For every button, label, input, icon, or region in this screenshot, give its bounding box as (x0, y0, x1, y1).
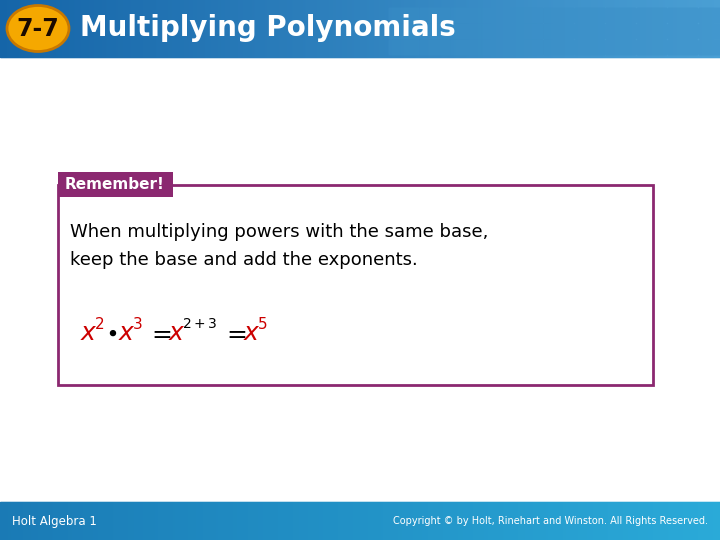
FancyBboxPatch shape (575, 24, 606, 39)
FancyBboxPatch shape (698, 39, 720, 56)
Text: When multiplying powers with the same base,: When multiplying powers with the same ba… (70, 223, 488, 241)
Text: $\bullet$: $\bullet$ (105, 323, 117, 343)
FancyBboxPatch shape (451, 24, 482, 39)
Text: $\mathit{x}$: $\mathit{x}$ (118, 321, 135, 345)
FancyBboxPatch shape (389, 8, 420, 24)
FancyBboxPatch shape (451, 8, 482, 24)
Text: keep the base and add the exponents.: keep the base and add the exponents. (70, 251, 418, 269)
Text: Copyright © by Holt, Rinehart and Winston. All Rights Reserved.: Copyright © by Holt, Rinehart and Winsto… (393, 516, 708, 526)
FancyBboxPatch shape (698, 8, 720, 24)
FancyBboxPatch shape (667, 39, 698, 56)
Ellipse shape (7, 5, 69, 51)
FancyBboxPatch shape (482, 24, 513, 39)
FancyBboxPatch shape (389, 24, 420, 39)
FancyBboxPatch shape (636, 8, 667, 24)
FancyBboxPatch shape (575, 8, 606, 24)
FancyBboxPatch shape (389, 39, 420, 56)
FancyBboxPatch shape (482, 39, 513, 56)
Bar (58, 185, 653, 385)
FancyBboxPatch shape (544, 24, 575, 39)
FancyBboxPatch shape (544, 8, 575, 24)
Text: $\,=\,$: $\,=\,$ (143, 321, 172, 345)
Text: $\mathit{x}$: $\mathit{x}$ (243, 321, 261, 345)
Text: Holt Algebra 1: Holt Algebra 1 (12, 515, 97, 528)
FancyBboxPatch shape (606, 8, 636, 24)
FancyBboxPatch shape (698, 24, 720, 39)
FancyBboxPatch shape (420, 24, 451, 39)
FancyBboxPatch shape (513, 8, 544, 24)
FancyBboxPatch shape (667, 24, 698, 39)
FancyBboxPatch shape (544, 39, 575, 56)
FancyBboxPatch shape (482, 8, 513, 24)
FancyBboxPatch shape (636, 24, 667, 39)
FancyBboxPatch shape (420, 39, 451, 56)
FancyBboxPatch shape (606, 24, 636, 39)
Text: $2$: $2$ (94, 316, 104, 332)
Text: $2+3$: $2+3$ (182, 317, 217, 331)
FancyBboxPatch shape (636, 39, 667, 56)
Text: $\mathit{x}$: $\mathit{x}$ (168, 321, 186, 345)
FancyBboxPatch shape (606, 39, 636, 56)
FancyBboxPatch shape (420, 8, 451, 24)
Text: Remember!: Remember! (65, 177, 165, 192)
Text: $\mathit{x}$: $\mathit{x}$ (80, 321, 98, 345)
Text: Multiplying Polynomials: Multiplying Polynomials (80, 15, 456, 43)
FancyBboxPatch shape (451, 39, 482, 56)
Text: 7-7: 7-7 (17, 17, 59, 40)
Bar (58, 172, 173, 197)
FancyBboxPatch shape (575, 39, 606, 56)
FancyBboxPatch shape (513, 39, 544, 56)
Text: $5$: $5$ (257, 316, 267, 332)
Text: $3$: $3$ (132, 316, 143, 332)
Text: $\,=\,$: $\,=\,$ (218, 321, 247, 345)
FancyBboxPatch shape (513, 24, 544, 39)
FancyBboxPatch shape (667, 8, 698, 24)
